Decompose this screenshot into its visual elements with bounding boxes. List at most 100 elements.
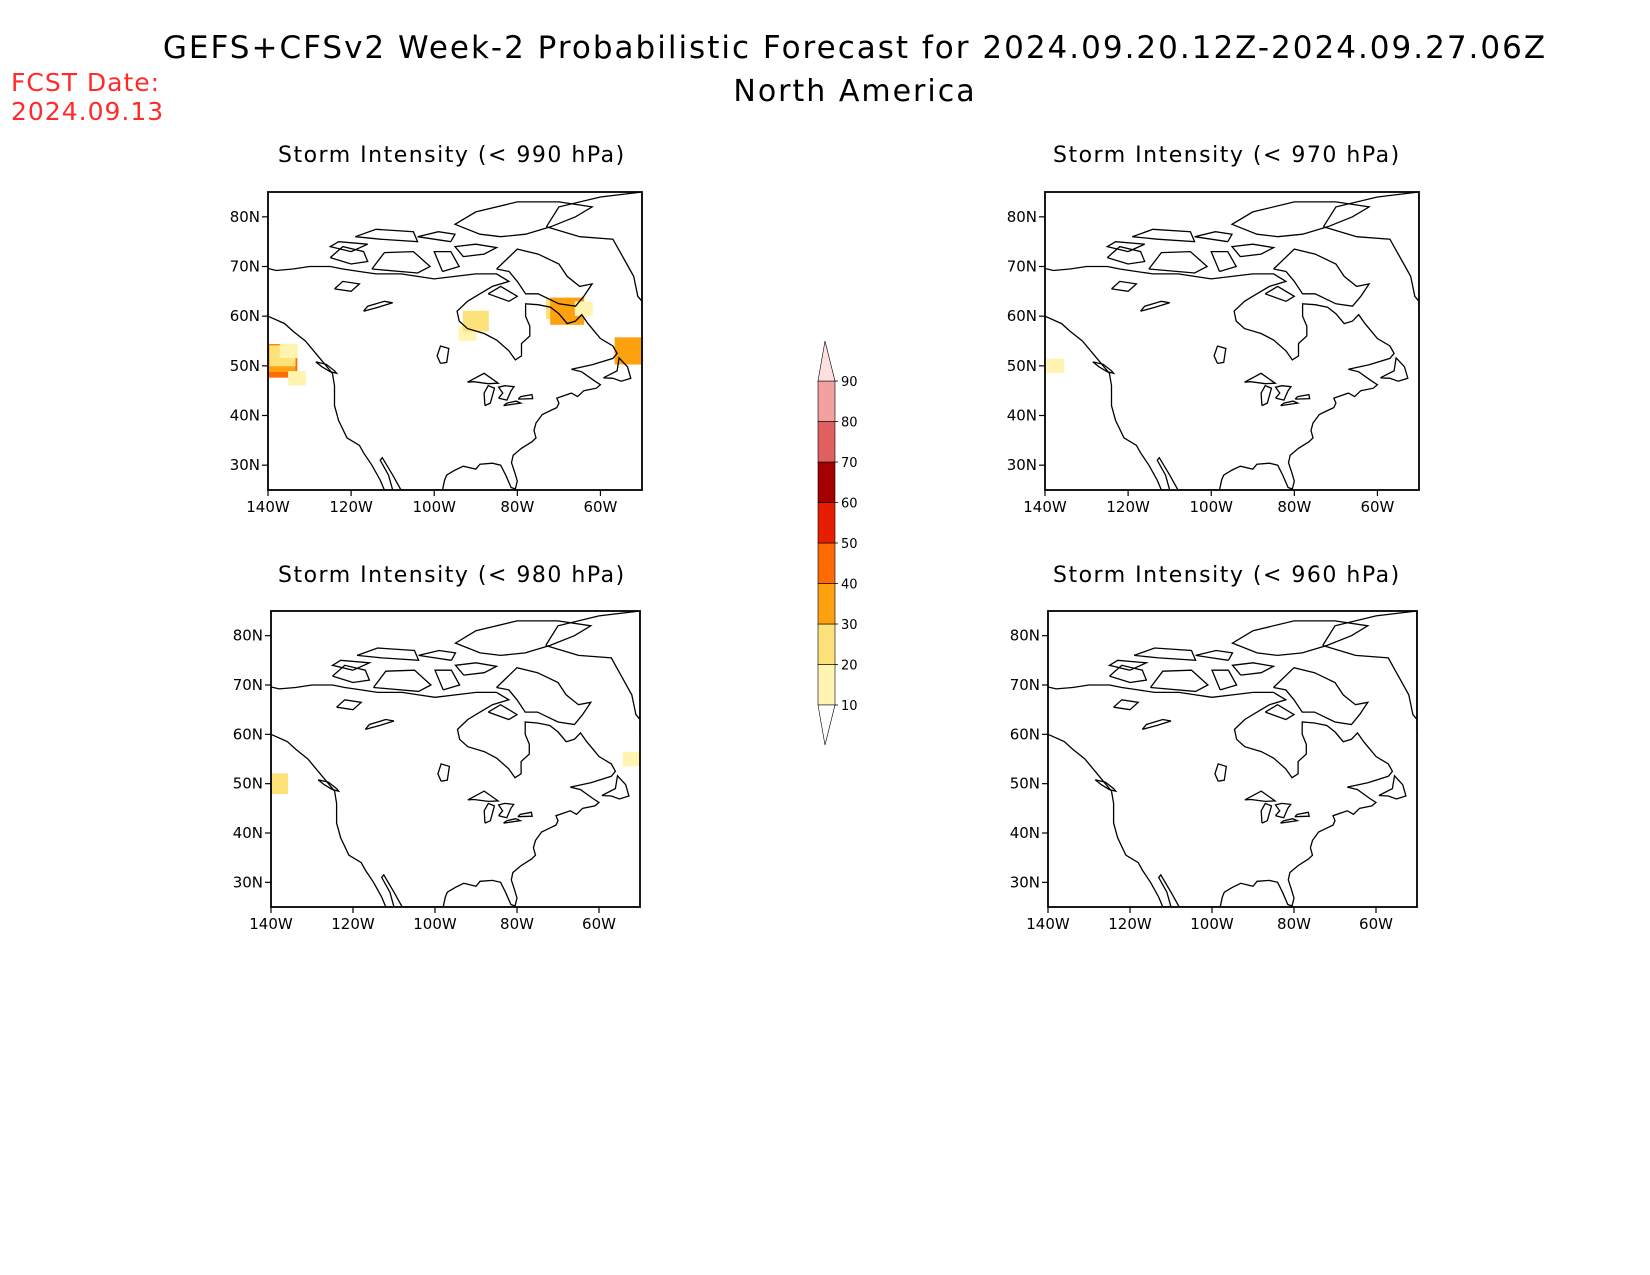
- coastline: [336, 699, 363, 711]
- lon-tick-label: 120W: [1108, 915, 1152, 933]
- coastline: [1274, 802, 1292, 819]
- coastline: [1274, 385, 1293, 401]
- lon-tick-label: 100W: [412, 498, 456, 516]
- coastline: [1294, 811, 1311, 818]
- coastline: [329, 245, 369, 265]
- colorbar-tick-label: 60: [841, 497, 858, 512]
- coastline: [417, 231, 457, 243]
- probability-cell: [462, 310, 489, 332]
- colorbar-swatch: [817, 380, 836, 422]
- lat-tick-label: 50N: [1007, 357, 1037, 375]
- lat-tick-label: 30N: [1007, 456, 1037, 474]
- probability-cell: [279, 343, 298, 359]
- coastline: [356, 647, 420, 662]
- coastline: [1244, 372, 1278, 385]
- coastline: [1132, 228, 1196, 243]
- coastline: [1230, 201, 1371, 238]
- coastline: [355, 228, 419, 243]
- coastline: [453, 243, 499, 258]
- coastline: [1264, 285, 1296, 303]
- coastline: [330, 659, 372, 671]
- probability-cell: [288, 371, 307, 386]
- coastline-layer: [268, 192, 642, 490]
- map-frame: [270, 610, 641, 908]
- coastline: [1140, 300, 1170, 312]
- lon-tick-label: 100W: [413, 915, 457, 933]
- lon-tick-label: 80W: [500, 498, 534, 516]
- coastline: [436, 345, 450, 365]
- coastline: [483, 384, 496, 407]
- probability-cell: [1046, 358, 1065, 374]
- coastline: [1194, 231, 1234, 243]
- coastline: [1294, 393, 1311, 400]
- lon-tick-label: 80W: [1277, 915, 1311, 933]
- coastline: [271, 684, 617, 907]
- coastline: [1380, 356, 1409, 382]
- colorbar-swatch: [817, 502, 836, 544]
- coastline: [467, 790, 501, 803]
- coastline: [434, 669, 461, 691]
- panel-title-990: Storm Intensity (< 990 hPa): [278, 143, 626, 168]
- coastline: [1322, 611, 1417, 733]
- map-frame: [1047, 610, 1418, 908]
- colorbar-swatch: [817, 664, 836, 706]
- coastline: [503, 400, 524, 407]
- lon-tick-label: 60W: [1360, 498, 1394, 516]
- map-panel-p960: 80N 70N 60N 50N 40N 30N 140W 120W 100W 80W 60W: [1010, 610, 1418, 933]
- coastline: [317, 779, 341, 793]
- coastline: [332, 664, 371, 684]
- colorbar-tick-label: 50: [841, 537, 858, 552]
- coastline-layer: [1048, 611, 1417, 907]
- colorbar-swatch: [817, 461, 836, 503]
- coastline: [372, 669, 433, 693]
- coastline: [268, 265, 618, 490]
- lat-tick-label: 80N: [233, 627, 263, 645]
- probability-cell: [574, 301, 593, 316]
- coastline: [1133, 647, 1197, 662]
- coastline: [545, 611, 640, 733]
- coastline: [1273, 248, 1371, 307]
- lat-tick-label: 30N: [230, 456, 260, 474]
- coastline: [418, 649, 457, 661]
- coastline: [497, 802, 515, 819]
- coastline: [1211, 669, 1238, 691]
- colorbar-bottom-arrow: [817, 704, 836, 746]
- probability-cell: [271, 773, 289, 795]
- coastline: [1106, 245, 1146, 265]
- lat-tick-label: 60N: [1010, 725, 1040, 743]
- lat-tick-label: 80N: [1010, 627, 1040, 645]
- coastline: [1048, 684, 1394, 907]
- coastline: [315, 361, 339, 375]
- map-panel-p980: 80N 70N 60N 50N 40N 30N 140W 120W 100W 80W 60W: [233, 610, 641, 933]
- figure-title: GEFS+CFSv2 Week-2 Probabilistic Forecast…: [162, 30, 1548, 66]
- coastline: [1105, 241, 1145, 253]
- coastline: [467, 372, 501, 385]
- coastline: [503, 818, 523, 824]
- lat-tick-label: 60N: [1007, 307, 1037, 325]
- probability-cell: [622, 751, 640, 767]
- lon-tick-label: 80W: [1277, 498, 1311, 516]
- coastline: [364, 718, 395, 731]
- coastline: [1148, 250, 1209, 274]
- lat-tick-label: 70N: [230, 258, 260, 276]
- coastline: [1260, 802, 1273, 824]
- coastline: [1280, 818, 1300, 824]
- coastline: [1244, 790, 1278, 803]
- lon-tick-label: 140W: [246, 498, 290, 516]
- coastline: [1111, 280, 1138, 292]
- figure-subtitle: North America: [733, 74, 977, 109]
- lat-tick-label: 40N: [1007, 407, 1037, 425]
- lat-tick-label: 80N: [1007, 208, 1037, 226]
- coastline: [1045, 265, 1395, 490]
- coastline: [1213, 345, 1227, 365]
- coastline: [487, 703, 519, 721]
- coastline: [545, 192, 642, 315]
- coastline: [1109, 664, 1148, 684]
- coastline: [483, 802, 496, 824]
- coastline: [601, 774, 630, 800]
- colorbar: 90 80 70 60 50 40 30 20 10: [817, 340, 858, 746]
- map-panel-p970: 80N 70N 60N 50N 40N 30N 140W 120W 100W 80W 60W: [1007, 191, 1420, 516]
- coastline: [1094, 779, 1118, 793]
- coastline: [1210, 250, 1238, 273]
